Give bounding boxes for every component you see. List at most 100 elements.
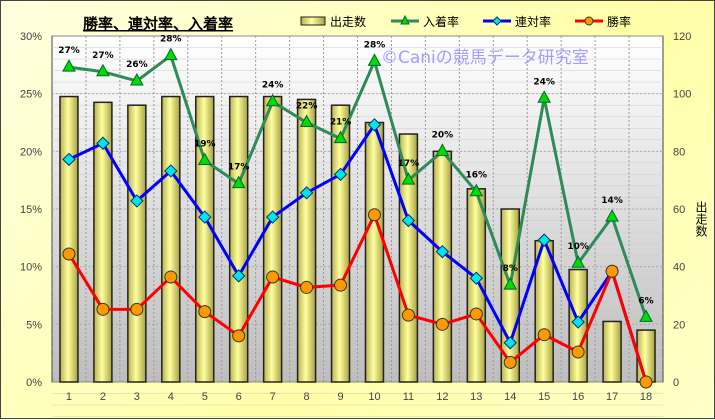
data-label: 19% (194, 140, 216, 150)
y-tick-label: 0% (26, 377, 42, 389)
x-tick-label: 12 (436, 391, 448, 403)
x-tick-label: 10 (368, 391, 380, 403)
y2-tick-label: 20 (673, 319, 685, 331)
marker-circle (571, 345, 585, 359)
data-label: 28% (364, 40, 386, 50)
marker-diamond (503, 336, 517, 350)
legend-label: 勝率 (607, 14, 631, 29)
x-tick-label: 5 (202, 391, 208, 403)
marker-diamond (333, 167, 348, 182)
marker-diamond (96, 136, 110, 150)
marker-triangle (231, 175, 246, 189)
watermark: ©Caniの競馬データ研究室 (381, 47, 589, 68)
marker-circle (435, 317, 449, 331)
x-tick-label: 16 (572, 391, 584, 403)
legend-marker (492, 16, 502, 26)
x-tick-label: 4 (168, 391, 174, 403)
marker-diamond (367, 118, 382, 132)
data-label: 24% (533, 77, 555, 87)
marker-diamond (299, 186, 314, 200)
y2-axis-label: 出走数 (694, 201, 708, 238)
y-tick-label: 5% (26, 319, 42, 331)
marker-diamond (198, 210, 212, 224)
bar-starts (228, 95, 249, 383)
marker-triangle (299, 114, 314, 127)
marker-diamond (265, 210, 280, 224)
marker-triangle (401, 172, 416, 185)
x-tick-label: 1 (66, 391, 72, 403)
marker-circle (300, 280, 314, 294)
marker-triangle (265, 93, 280, 107)
marker-triangle (367, 53, 382, 66)
x-tick-label: 3 (134, 391, 140, 403)
marker-diamond (62, 152, 76, 167)
y2-tick-label: 80 (673, 146, 685, 158)
marker-circle (537, 328, 551, 342)
x-tick-label: 2 (100, 391, 106, 403)
data-label: 26% (126, 60, 148, 70)
x-tick-label: 15 (538, 391, 550, 403)
data-label: 16% (466, 171, 488, 181)
data-label: 17% (228, 163, 250, 173)
legend-label: 出走数 (330, 14, 366, 29)
marker-diamond (469, 271, 484, 285)
marker-triangle (163, 47, 178, 61)
marker-triangle (503, 277, 518, 290)
data-label: 17% (398, 159, 420, 169)
data-label: 20% (432, 130, 454, 140)
legend-marker (400, 14, 410, 25)
x-tick-label: 8 (304, 391, 310, 403)
marker-triangle (130, 72, 144, 86)
data-label: 21% (330, 118, 352, 128)
marker-triangle (435, 143, 450, 156)
x-tick-label: 13 (470, 391, 482, 403)
x-tick-label: 14 (504, 391, 516, 403)
x-tick-label: 17 (606, 391, 618, 403)
data-label: 28% (160, 35, 182, 45)
legend-marker (584, 16, 594, 26)
marker-diamond (571, 315, 585, 329)
marker-circle (367, 208, 381, 222)
y-tick-label: 20% (20, 146, 42, 158)
y2-tick-label: 60 (673, 204, 685, 216)
y2-tick-label: 100 (673, 89, 691, 101)
bar-starts (636, 329, 656, 383)
series-line-連対率 (68, 121, 648, 383)
y2-tick-label: 40 (673, 262, 685, 274)
y-tick-label: 25% (20, 89, 42, 101)
marker-circle (605, 264, 619, 278)
data-label: 6% (638, 296, 653, 306)
marker-circle (164, 270, 178, 284)
y-tick-label: 30% (20, 31, 42, 43)
data-label: 27% (58, 46, 80, 56)
y-tick-label: 10% (20, 262, 42, 274)
data-label: 14% (601, 196, 623, 206)
legend-swatch-bar (300, 16, 326, 26)
data-label: 22% (296, 102, 318, 112)
x-tick-label: 9 (337, 391, 343, 403)
marker-triangle (197, 152, 212, 166)
marker-circle (232, 329, 246, 343)
y-tick-label: 15% (20, 204, 42, 216)
marker-circle (62, 247, 76, 261)
marker-diamond (231, 269, 246, 283)
x-tick-label: 18 (640, 391, 652, 403)
bar-starts (364, 121, 385, 383)
marker-circle (96, 302, 110, 316)
marker-diamond (537, 233, 551, 247)
x-tick-label: 11 (403, 391, 414, 403)
legend-label: 入着率 (423, 14, 459, 29)
marker-circle (503, 355, 517, 369)
marker-triangle (96, 63, 110, 77)
marker-triangle (469, 183, 484, 197)
chart-title: 勝率、連対率、入着率 (83, 15, 233, 33)
marker-circle (401, 308, 415, 322)
marker-diamond (435, 244, 450, 259)
y2-tick-label: 0 (673, 377, 679, 389)
marker-diamond (164, 164, 178, 178)
marker-triangle (639, 309, 653, 322)
bar-starts (127, 104, 147, 383)
bar-starts (432, 150, 453, 383)
